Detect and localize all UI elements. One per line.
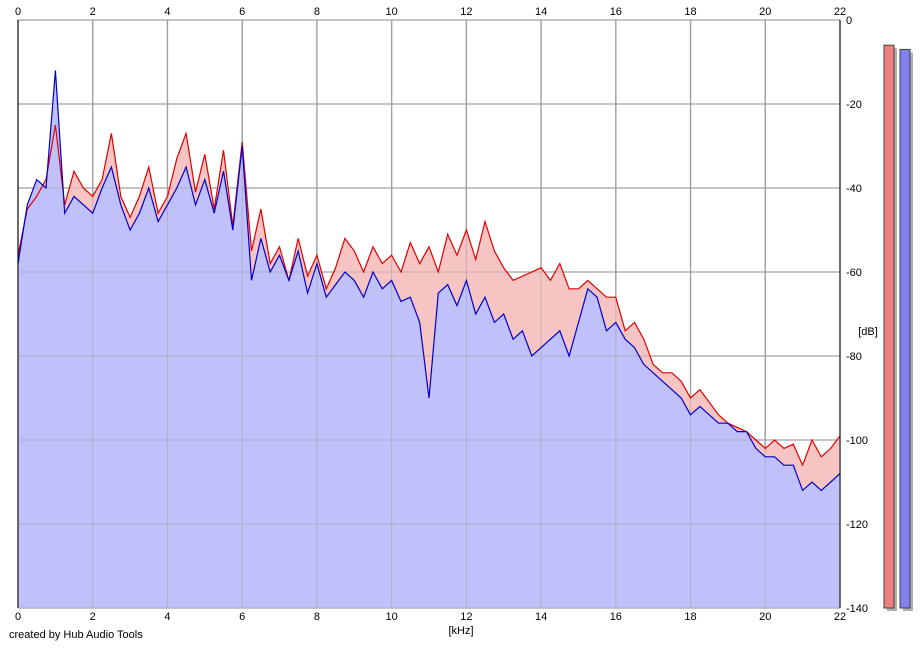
x-tick-label-top: 18 bbox=[684, 6, 696, 18]
spectrum-area bbox=[17, 19, 841, 609]
x-tick-label-top: 2 bbox=[90, 6, 96, 18]
spectrum-lines bbox=[17, 70, 841, 492]
y-tick-label: 0 bbox=[846, 15, 852, 27]
y-tick-label: -40 bbox=[846, 183, 862, 195]
x-tick-label-bottom: 2 bbox=[90, 611, 96, 623]
x-tick-label-bottom: 8 bbox=[314, 611, 320, 623]
x-tick-label-bottom: 20 bbox=[759, 611, 771, 623]
x-tick-label-top: 12 bbox=[460, 6, 472, 18]
x-tick-label-top: 20 bbox=[759, 6, 771, 18]
blue-series-line bbox=[17, 70, 841, 492]
credit-text: created by Hub Audio Tools bbox=[9, 629, 143, 641]
y-tick-label: -60 bbox=[846, 267, 862, 279]
x-tick-label-bottom: 18 bbox=[684, 611, 696, 623]
level-meter-bar bbox=[899, 48, 911, 609]
x-tick-label-bottom: 6 bbox=[239, 611, 245, 623]
level-meters bbox=[883, 44, 913, 611]
x-tick-label-top: 4 bbox=[164, 6, 170, 18]
x-tick-label-top: 10 bbox=[386, 6, 398, 18]
y-axis-title: [dB] bbox=[858, 326, 878, 338]
x-tick-label-top: 6 bbox=[239, 6, 245, 18]
x-tick-label-bottom: 10 bbox=[386, 611, 398, 623]
x-tick-label-top: 14 bbox=[535, 6, 547, 18]
x-tick-label-bottom: 12 bbox=[460, 611, 472, 623]
level-meter-bar bbox=[883, 44, 895, 609]
x-tick-label-top: 8 bbox=[314, 6, 320, 18]
axes: 002244668810101212141416161818202022220-… bbox=[15, 6, 868, 623]
y-tick-label: -120 bbox=[846, 519, 868, 531]
x-tick-label-bottom: 22 bbox=[834, 611, 846, 623]
y-tick-label: -20 bbox=[846, 99, 862, 111]
x-tick-label-bottom: 16 bbox=[610, 611, 622, 623]
x-tick-label-bottom: 4 bbox=[164, 611, 170, 623]
x-axis-title: [kHz] bbox=[448, 625, 473, 637]
blue-series-fill bbox=[18, 70, 840, 608]
red-series-line bbox=[17, 124, 841, 467]
y-tick-label: -100 bbox=[846, 435, 868, 447]
y-tick-label: -80 bbox=[846, 351, 862, 363]
x-tick-label-top: 16 bbox=[610, 6, 622, 18]
x-tick-label-top: 0 bbox=[15, 6, 21, 18]
x-tick-label-bottom: 14 bbox=[535, 611, 547, 623]
x-tick-label-top: 22 bbox=[834, 6, 846, 18]
x-tick-label-bottom: 0 bbox=[15, 611, 21, 623]
y-tick-label: -140 bbox=[846, 603, 868, 615]
